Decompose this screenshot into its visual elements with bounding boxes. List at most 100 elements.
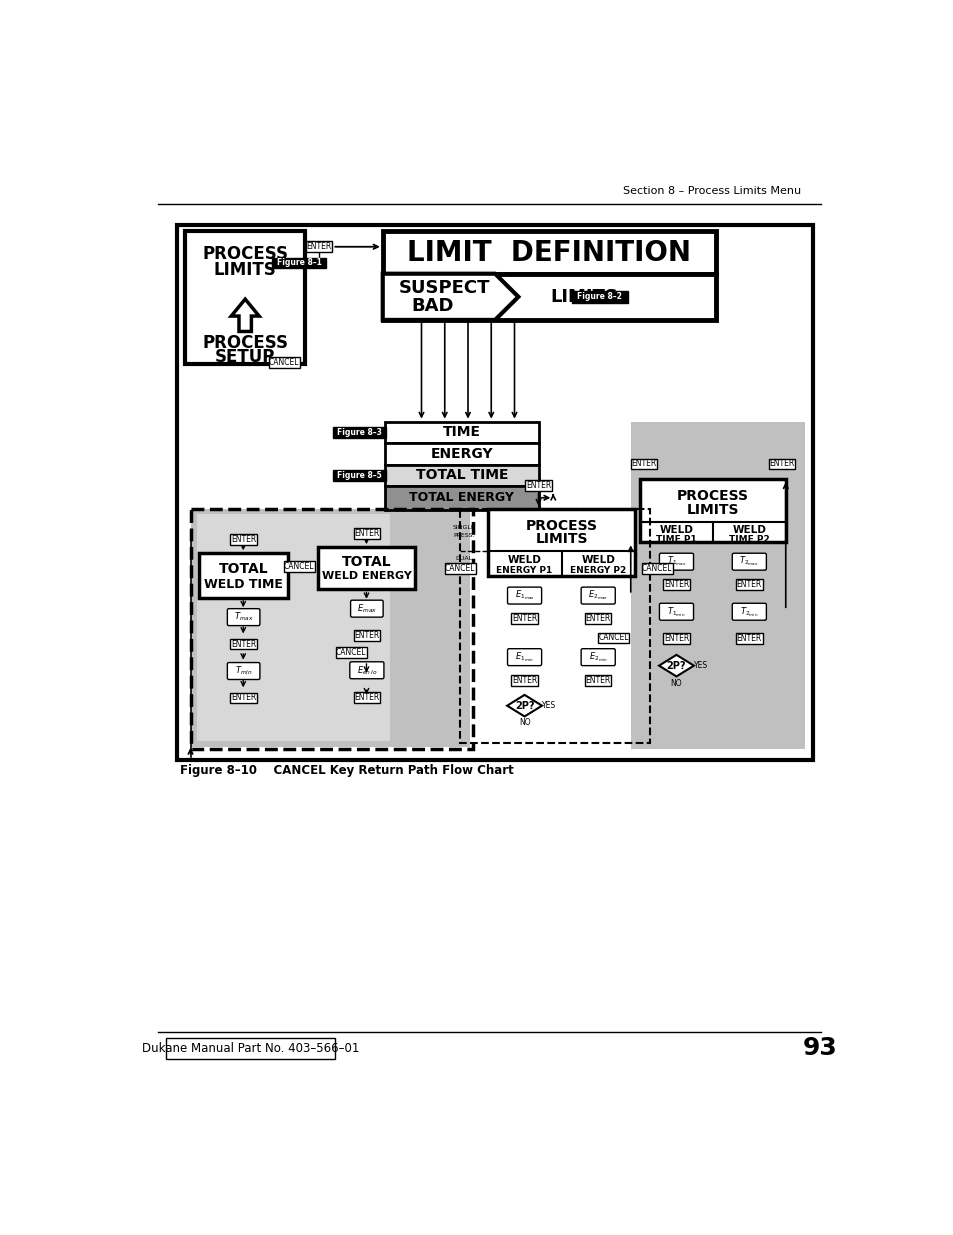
- Bar: [191, 509, 473, 748]
- Text: $E_{1_{max}}$: $E_{1_{max}}$: [514, 589, 534, 603]
- Polygon shape: [382, 274, 517, 320]
- Text: WELD: WELD: [507, 556, 541, 566]
- Text: Dukane Manual Part No. 403–566–01: Dukane Manual Part No. 403–566–01: [141, 1042, 358, 1055]
- Bar: [382, 231, 716, 274]
- FancyBboxPatch shape: [507, 648, 541, 666]
- Text: ENTER: ENTER: [663, 635, 688, 643]
- Bar: [272, 258, 326, 268]
- Text: ENTER: ENTER: [512, 614, 537, 624]
- FancyBboxPatch shape: [227, 609, 259, 626]
- Bar: [231, 638, 256, 650]
- Text: ENTER: ENTER: [525, 480, 551, 490]
- FancyBboxPatch shape: [659, 603, 693, 620]
- Bar: [385, 443, 537, 464]
- Text: SINGLE: SINGLE: [453, 525, 475, 530]
- Text: WELD: WELD: [659, 525, 693, 535]
- Text: ENTER: ENTER: [631, 459, 656, 468]
- Bar: [641, 563, 672, 574]
- Text: WELD: WELD: [732, 525, 765, 535]
- Text: $T_{min}$: $T_{min}$: [234, 664, 253, 677]
- Text: ENERGY P2: ENERGY P2: [570, 566, 626, 574]
- Bar: [335, 647, 367, 658]
- Bar: [639, 479, 785, 542]
- Text: YES: YES: [694, 661, 707, 671]
- Text: WELD TIME: WELD TIME: [204, 578, 283, 590]
- Text: CANCEL: CANCEL: [269, 358, 299, 367]
- Bar: [571, 291, 627, 303]
- FancyBboxPatch shape: [732, 553, 765, 571]
- FancyBboxPatch shape: [659, 553, 693, 571]
- Bar: [488, 509, 635, 577]
- Bar: [525, 480, 551, 490]
- Text: ENTER: ENTER: [768, 459, 794, 468]
- Polygon shape: [659, 655, 693, 677]
- Bar: [318, 547, 415, 589]
- Text: PROCESS: PROCESS: [202, 333, 288, 352]
- Text: LIMIT  DEFINITION: LIMIT DEFINITION: [407, 238, 691, 267]
- Text: ENERGY: ENERGY: [430, 447, 493, 461]
- FancyBboxPatch shape: [350, 600, 383, 618]
- Text: CANCEL: CANCEL: [598, 634, 628, 642]
- FancyBboxPatch shape: [507, 587, 541, 604]
- Bar: [231, 693, 256, 704]
- Bar: [166, 1037, 335, 1060]
- Text: WELD: WELD: [580, 556, 615, 566]
- Text: Figure 8–1: Figure 8–1: [276, 258, 321, 268]
- Polygon shape: [507, 695, 541, 716]
- Text: TOTAL: TOTAL: [342, 555, 392, 568]
- Polygon shape: [231, 299, 259, 331]
- Text: CANCEL: CANCEL: [283, 562, 314, 571]
- Text: ENTER: ENTER: [231, 640, 256, 648]
- Bar: [191, 509, 469, 747]
- Text: ENTER: ENTER: [354, 693, 379, 701]
- Bar: [231, 534, 256, 545]
- Bar: [385, 421, 537, 443]
- Text: TOTAL TIME: TOTAL TIME: [416, 468, 508, 483]
- Text: ENERGY P1: ENERGY P1: [496, 566, 552, 574]
- Bar: [199, 553, 288, 598]
- Text: PROCESS: PROCESS: [202, 246, 288, 263]
- Bar: [444, 563, 476, 574]
- Bar: [177, 225, 812, 761]
- Bar: [511, 614, 537, 624]
- Bar: [584, 674, 611, 685]
- Text: $E_{2_{max}}$: $E_{2_{max}}$: [588, 589, 608, 603]
- Text: $T_{1_{max}}$: $T_{1_{max}}$: [666, 555, 686, 568]
- Text: TIME P2: TIME P2: [728, 535, 769, 543]
- Text: 2P?: 2P?: [666, 661, 685, 671]
- Text: $E_{max}$: $E_{max}$: [356, 603, 376, 615]
- Text: LIMITS: LIMITS: [213, 261, 276, 279]
- Text: ENTER: ENTER: [736, 580, 761, 589]
- Text: TOTAL: TOTAL: [218, 562, 268, 576]
- Bar: [306, 241, 332, 252]
- Text: LIMITS: LIMITS: [535, 532, 587, 546]
- Text: $T_{2_{min}}$: $T_{2_{min}}$: [740, 605, 758, 619]
- Text: Section 8 – Process Limits Menu: Section 8 – Process Limits Menu: [622, 185, 801, 195]
- Text: CANCEL: CANCEL: [641, 564, 672, 573]
- FancyBboxPatch shape: [580, 648, 615, 666]
- Text: Figure 8–10    CANCEL Key Return Path Flow Chart: Figure 8–10 CANCEL Key Return Path Flow …: [179, 764, 513, 777]
- Text: TIME: TIME: [442, 425, 480, 440]
- Text: PROCESS: PROCESS: [525, 519, 598, 532]
- Bar: [768, 458, 794, 469]
- Bar: [598, 632, 629, 643]
- Bar: [269, 357, 299, 368]
- Bar: [662, 634, 689, 645]
- Text: ENTER: ENTER: [231, 535, 256, 543]
- Text: CANCEL: CANCEL: [444, 564, 475, 573]
- Text: 93: 93: [802, 1036, 837, 1061]
- Bar: [382, 274, 716, 320]
- Text: PRESS.: PRESS.: [453, 534, 475, 538]
- Text: Figure 8–2: Figure 8–2: [577, 293, 621, 301]
- Text: $T_{1_{min}}$: $T_{1_{min}}$: [666, 605, 685, 619]
- Text: TOTAL ENERGY: TOTAL ENERGY: [409, 492, 514, 504]
- Bar: [196, 514, 390, 741]
- Text: PROCESS: PROCESS: [677, 489, 748, 503]
- Text: $T_{2_{max}}$: $T_{2_{max}}$: [739, 555, 759, 568]
- Text: SUSPECT: SUSPECT: [398, 279, 490, 296]
- Text: ENTER: ENTER: [736, 635, 761, 643]
- Text: CANCEL: CANCEL: [335, 648, 366, 657]
- Text: ENTER: ENTER: [354, 529, 379, 537]
- Text: ENTER: ENTER: [354, 631, 379, 640]
- Text: ENTER: ENTER: [231, 694, 256, 703]
